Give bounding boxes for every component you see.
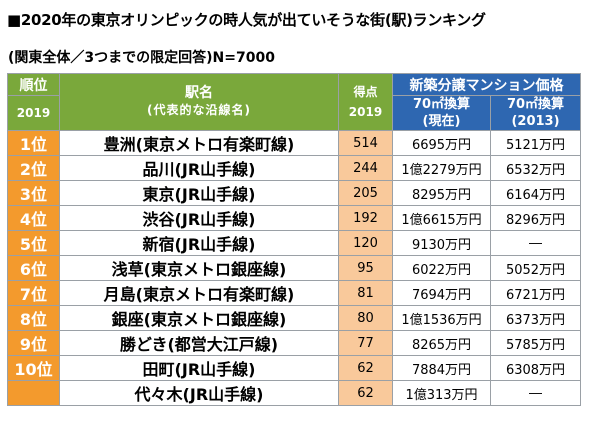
rank-cell: 7位 [7,280,60,306]
price-current-cell: 1億2279万円 [392,155,491,181]
table-row: 10位 田町(JR山手線) 62 7884万円 6308万円 [7,355,581,381]
price-2013-cell: 6373万円 [490,305,581,331]
price-group-header: 新築分譲マンション価格 [392,73,581,96]
price-current-header-line1: 70㎡換算 [412,97,471,112]
score-cell: 95 [338,255,393,281]
price-2013-cell: 6721万円 [490,280,581,306]
score-header-label: 得点 [353,85,378,99]
score-cell: 81 [338,280,393,306]
price-current-cell: 6022万円 [392,255,491,281]
price-current-cell: 1億6615万円 [392,205,491,231]
name-header: 駅名 (代表的な沿線名) [59,73,339,131]
rank-cell: 6位 [7,255,60,281]
price-current-cell: 1億313万円 [392,380,491,406]
table-row: 8位 銀座(東京メトロ銀座線) 80 1億1536万円 6373万円 [7,305,581,331]
ranking-table: 順位 駅名 (代表的な沿線名) 得点 2019 新築分譲マンション価格 2019… [7,73,581,406]
score-cell: 244 [338,155,393,181]
price-2013-cell: ― [490,380,581,406]
station-name-cell: 品川(JR山手線) [59,155,339,181]
score-cell: 514 [338,130,393,156]
rank-cell [7,380,60,406]
ranking-rows: 1位 豊洲(東京メトロ有楽町線) 514 6695万円 5121万円 2位 品川(JR山手線… [7,130,581,406]
score-cell: 62 [338,355,393,381]
name-header-sub: (代表的な沿線名) [147,103,251,117]
price-2013-cell: ― [490,230,581,256]
station-name-cell: 銀座(東京メトロ銀座線) [59,305,339,331]
score-header: 得点 2019 [338,73,393,131]
table-row: 2位 品川(JR山手線) 244 1億2279万円 6532万円 [7,155,581,181]
table-row: 7位 月島(東京メトロ有楽町線) 81 7694万円 6721万円 [7,280,581,306]
station-name-cell: 代々木(JR山手線) [59,380,339,406]
price-2013-header-line1: 70㎡換算 [506,97,565,112]
score-header-year: 2019 [348,105,383,119]
price-current-cell: 8295万円 [392,180,491,206]
rank-cell: 2位 [7,155,60,181]
price-2013-cell: 8296万円 [490,205,581,231]
price-2013-header-line2: (2013) [511,114,560,129]
price-current-header: 70㎡換算 (現在) [392,95,491,131]
table-row: 3位 東京(JR山手線) 205 8295万円 6164万円 [7,180,581,206]
score-cell: 80 [338,305,393,331]
table-row: 9位 勝どき(都営大江戸線) 77 8265万円 5785万円 [7,330,581,356]
price-current-cell: 7884万円 [392,355,491,381]
price-current-cell: 8265万円 [392,330,491,356]
station-name-cell: 田町(JR山手線) [59,355,339,381]
price-current-cell: 9130万円 [392,230,491,256]
price-2013-cell: 6164万円 [490,180,581,206]
document-subtitle: (関東全体／3つまでの限定回答)N=7000 [8,50,275,66]
price-2013-cell: 5785万円 [490,330,581,356]
station-name-cell: 渋谷(JR山手線) [59,205,339,231]
table-row: 6位 浅草(東京メトロ銀座線) 95 6022万円 5052万円 [7,255,581,281]
table-row: 5位 新宿(JR山手線) 120 9130万円 ― [7,230,581,256]
station-name-cell: 東京(JR山手線) [59,180,339,206]
station-name-cell: 新宿(JR山手線) [59,230,339,256]
score-cell: 77 [338,330,393,356]
station-name-cell: 月島(東京メトロ有楽町線) [59,280,339,306]
table-row: 1位 豊洲(東京メトロ有楽町線) 514 6695万円 5121万円 [7,130,581,156]
rank-header: 順位 [7,73,60,96]
price-2013-cell: 5121万円 [490,130,581,156]
score-cell: 62 [338,380,393,406]
price-2013-cell: 6308万円 [490,355,581,381]
price-current-cell: 6695万円 [392,130,491,156]
price-2013-cell: 6532万円 [490,155,581,181]
price-current-header-line2: (現在) [422,114,461,129]
rank-cell: 5位 [7,230,60,256]
station-name-cell: 浅草(東京メトロ銀座線) [59,255,339,281]
score-cell: 120 [338,230,393,256]
rank-cell: 8位 [7,305,60,331]
price-current-cell: 1億1536万円 [392,305,491,331]
rank-cell: 10位 [7,355,60,381]
price-2013-cell: 5052万円 [490,255,581,281]
rank-cell: 3位 [7,180,60,206]
station-name-cell: 勝どき(都営大江戸線) [59,330,339,356]
station-name-cell: 豊洲(東京メトロ有楽町線) [59,130,339,156]
price-current-cell: 7694万円 [392,280,491,306]
price-2013-header: 70㎡換算 (2013) [490,95,581,131]
document-title: ■2020年の東京オリンピックの時人気が出ていそうな街(駅)ランキング [7,11,486,29]
table-row: 4位 渋谷(JR山手線) 192 1億6615万円 8296万円 [7,205,581,231]
rank-cell: 4位 [7,205,60,231]
score-cell: 192 [338,205,393,231]
rank-cell: 9位 [7,330,60,356]
score-cell: 205 [338,180,393,206]
rank-cell: 1位 [7,130,60,156]
name-header-label: 駅名 [185,85,213,101]
table-row: 代々木(JR山手線) 62 1億313万円 ― [7,380,581,406]
rank-year-header: 2019 [7,95,60,131]
